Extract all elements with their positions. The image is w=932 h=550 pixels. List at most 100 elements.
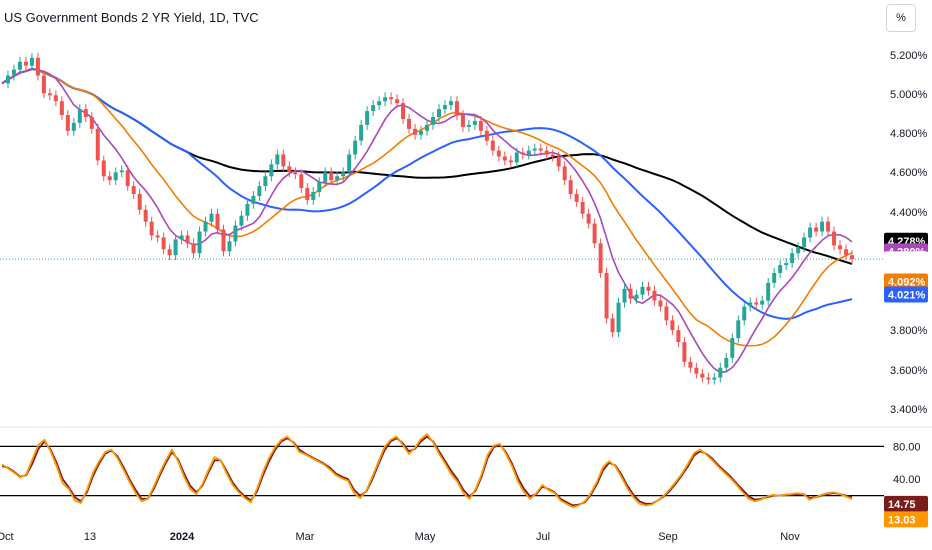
candle [23, 56, 28, 71]
candle-body [101, 160, 106, 177]
candle [466, 119, 471, 132]
candle [550, 149, 555, 162]
candle-body [700, 373, 705, 378]
candle-body [442, 105, 447, 110]
candle-body [562, 166, 567, 181]
price-unit-button[interactable]: % [886, 4, 916, 32]
candle [652, 285, 657, 306]
candle [53, 90, 58, 107]
candle [419, 125, 424, 140]
candle-body [275, 154, 280, 165]
candle-body [508, 160, 513, 163]
time-tick-label: 13 [84, 531, 96, 543]
candle [544, 145, 549, 160]
candle-body [383, 97, 388, 102]
candle [580, 196, 585, 219]
candle-body [365, 111, 370, 125]
candle-body [544, 150, 549, 155]
candle-body [538, 148, 543, 151]
candle [143, 204, 148, 227]
time-tick-label: Sep [658, 531, 678, 543]
candle-body [71, 122, 76, 131]
candle-body [802, 237, 807, 248]
badge-red-bg [884, 251, 928, 268]
candle-body [323, 172, 328, 183]
candle [113, 167, 118, 186]
candle [197, 226, 202, 259]
candle [436, 104, 441, 122]
candle [622, 283, 627, 308]
candle-body [844, 249, 849, 256]
candle [442, 100, 447, 115]
candle [490, 135, 495, 156]
candle-body [359, 124, 364, 141]
candle-body [568, 180, 573, 194]
candle [430, 112, 435, 130]
candle-body [790, 253, 795, 264]
candle-body [143, 209, 148, 222]
candle [562, 161, 567, 186]
candle-body [317, 182, 322, 193]
candle-body [430, 117, 435, 125]
candle [341, 167, 346, 182]
candle [448, 96, 453, 111]
candle [808, 222, 813, 243]
candle-body [646, 286, 651, 291]
candle-body [269, 164, 274, 177]
time-tick-label: Jul [536, 531, 550, 543]
candle [598, 238, 603, 278]
candle [47, 88, 52, 101]
candle [826, 216, 831, 237]
candle-body [832, 231, 837, 246]
price-tick-label: 3.800% [890, 325, 928, 337]
candle-body [389, 97, 394, 100]
candle [425, 119, 429, 136]
time-tick-label: 2024 [170, 531, 195, 543]
candle [41, 70, 46, 99]
candle-body [107, 176, 112, 181]
candle [688, 356, 693, 373]
candle [472, 116, 477, 130]
candle-body [227, 241, 232, 252]
candle-body [149, 221, 154, 236]
candle-body [670, 320, 675, 331]
candle-body [730, 338, 735, 358]
candle-body [293, 172, 298, 175]
candle [371, 100, 376, 117]
candle [149, 216, 154, 241]
candle-body [185, 235, 190, 244]
candle-body [676, 330, 681, 343]
candle-body [65, 115, 70, 131]
candle [161, 232, 166, 255]
candle [592, 218, 597, 249]
time-tick-label: Nov [780, 531, 800, 543]
candle-body [17, 61, 22, 70]
candle [407, 114, 412, 134]
candle [676, 325, 681, 348]
candle-body [335, 176, 340, 181]
candle-body [526, 150, 531, 155]
candle-body [772, 272, 777, 283]
candle-body [425, 124, 429, 131]
candle [778, 260, 783, 278]
candle-body [838, 245, 843, 250]
candle-body [371, 105, 376, 112]
candle-body [221, 229, 226, 252]
badge-orange: 4.092% [884, 273, 928, 290]
candle-body [658, 300, 663, 307]
candle-body [377, 101, 382, 106]
candle [784, 258, 789, 271]
candle [251, 191, 256, 209]
candle-body [215, 213, 220, 230]
candle-body [329, 172, 334, 181]
time-tick-label: Oct [0, 531, 14, 543]
candle [359, 119, 364, 146]
candle [173, 234, 178, 261]
candle [694, 362, 699, 379]
candle-body [604, 272, 609, 319]
candle [760, 295, 765, 310]
candle [11, 64, 16, 81]
candle [65, 110, 70, 136]
